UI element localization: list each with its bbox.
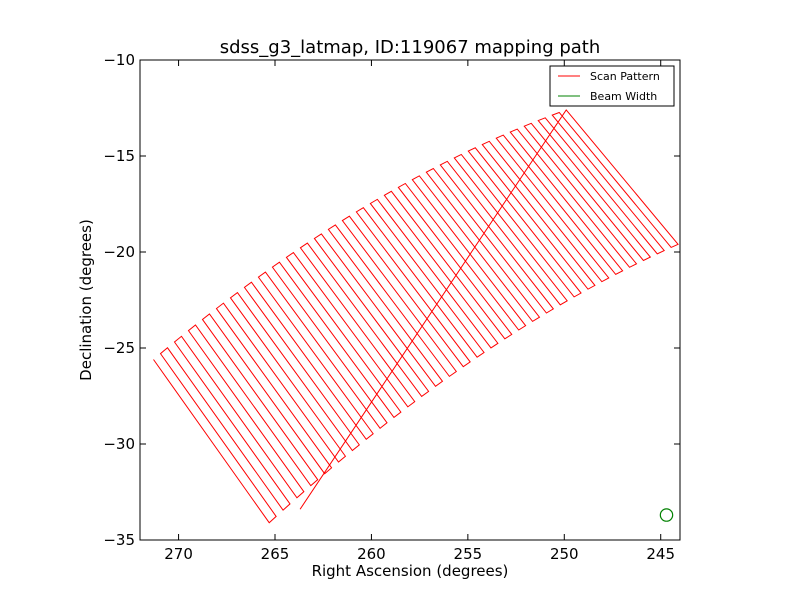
- y-ticks: −10 −15 −20 −25 −30 −35: [103, 51, 680, 549]
- scan-pattern-line: [153, 109, 679, 524]
- x-tick-label: 245: [646, 545, 675, 563]
- y-tick-label: −35: [103, 531, 135, 549]
- y-tick-label: −15: [103, 147, 135, 165]
- x-tick-label: 255: [454, 545, 483, 563]
- x-tick-label: 265: [261, 545, 290, 563]
- axes-frame: [139, 59, 681, 541]
- legend: Scan Pattern Beam Width: [549, 65, 675, 107]
- y-tick-label: −25: [103, 339, 135, 357]
- x-ticks: 270 265 260 255 250 245: [164, 60, 675, 563]
- legend-frame: [549, 65, 675, 107]
- y-axis-label: Declination (degrees): [77, 219, 95, 381]
- y-tick-label: −20: [103, 243, 135, 261]
- y-tick-label: −10: [103, 51, 135, 69]
- chart-title: sdss_g3_latmap, ID:119067 mapping path: [220, 37, 601, 58]
- legend-label-beam-width: Beam Width: [590, 90, 657, 103]
- x-tick-label: 260: [357, 545, 386, 563]
- data-layer: [153, 109, 679, 524]
- legend-label-scan-pattern: Scan Pattern: [590, 70, 660, 83]
- x-tick-label: 250: [550, 545, 579, 563]
- beam-width-circle: [659, 508, 674, 522]
- y-tick-label: −30: [103, 435, 135, 453]
- plot-area: 270 265 260 255 250 245 −10 −15 −20 −25 −30 −35: [103, 51, 681, 563]
- x-axis-label: Right Ascension (degrees): [312, 562, 509, 580]
- axes-background: [140, 60, 680, 540]
- x-tick-label: 270: [164, 545, 193, 563]
